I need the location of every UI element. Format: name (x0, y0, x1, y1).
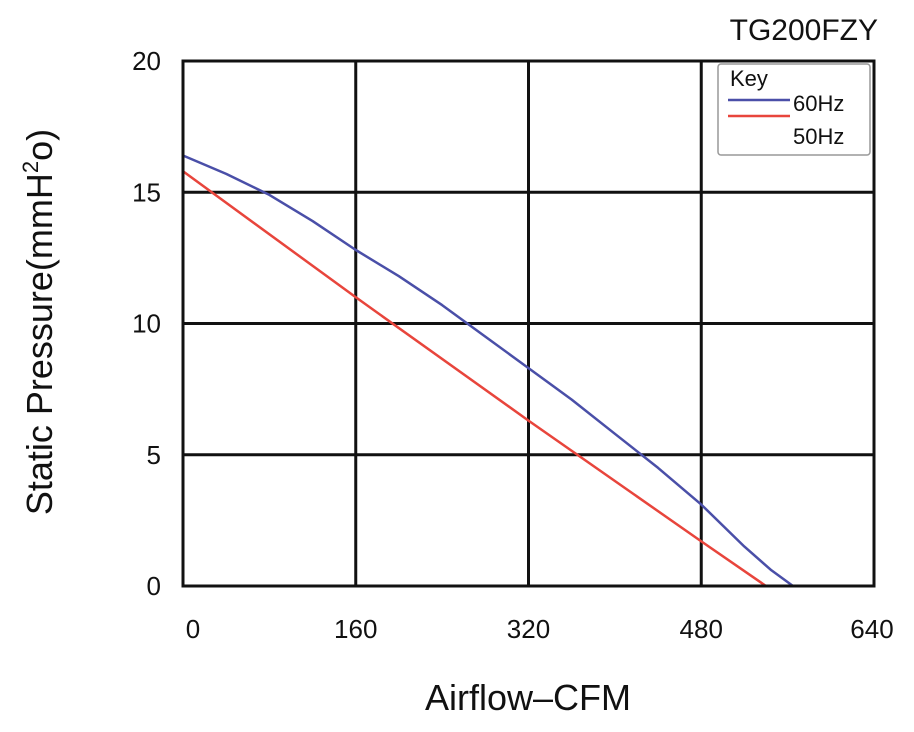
legend-label-50hz: 50Hz (793, 124, 844, 149)
y-axis-title-end: o) (19, 129, 60, 161)
y-tick-label-20: 20 (132, 46, 161, 76)
y-tick-label-10: 10 (132, 309, 161, 339)
legend-label-60hz: 60Hz (793, 91, 844, 116)
legend-title: Key (730, 66, 768, 91)
y-tick-label-0: 0 (147, 571, 161, 601)
x-tick-label-320: 320 (507, 614, 550, 644)
plot-frame (181, 59, 876, 588)
series-layer (182, 154, 794, 588)
x-tick-label-0: 0 (186, 614, 200, 644)
legend: Key 60Hz 50Hz (717, 63, 871, 156)
chart-title: TG200FZY (730, 14, 878, 47)
series-line-50hz (182, 170, 767, 588)
legend-box (717, 63, 871, 156)
y-axis-title: Static Pressure(mmH2o) (18, 129, 60, 515)
y-axis-title-base: Static Pressure(mmH (19, 173, 60, 515)
tick-labels: 0 160 320 480 640 0 5 10 15 20 (132, 46, 894, 644)
y-tick-label-15: 15 (132, 177, 161, 207)
x-axis-title: Airflow–CFM (425, 677, 631, 718)
series-line-60hz (182, 154, 794, 588)
x-tick-label-480: 480 (680, 614, 723, 644)
y-tick-label-5: 5 (147, 440, 161, 470)
x-tick-label-160: 160 (334, 614, 377, 644)
y-axis-title-sup: 2 (18, 161, 43, 173)
x-tick-label-640: 640 (850, 614, 893, 644)
